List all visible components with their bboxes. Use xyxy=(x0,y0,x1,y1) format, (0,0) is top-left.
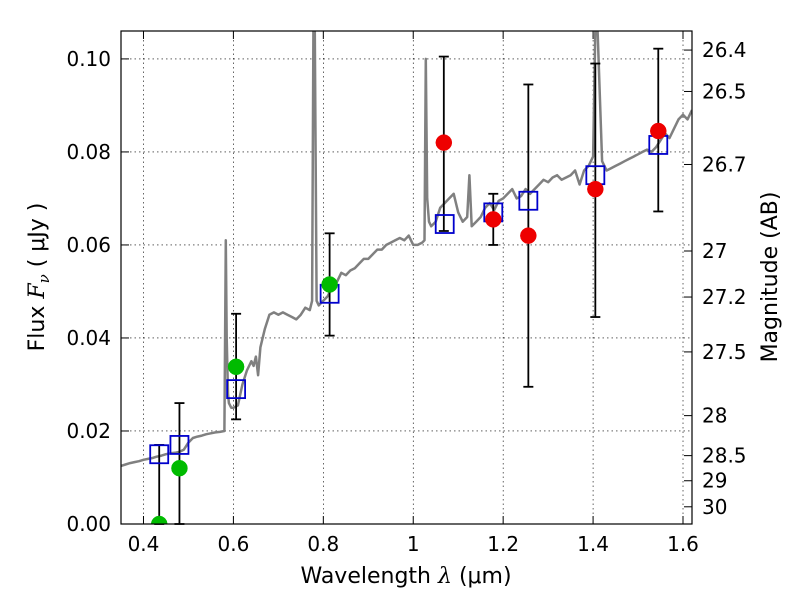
y-tick-label: 0.00 xyxy=(66,512,111,536)
y2-tick-label: 26.5 xyxy=(702,79,747,103)
x-tick-label: 1.6 xyxy=(667,532,699,556)
plot-frame xyxy=(120,30,693,525)
observed-point xyxy=(587,180,604,198)
y2-tick-label: 26.7 xyxy=(702,152,747,176)
model-photometry-square xyxy=(226,379,246,400)
model-photometry-square xyxy=(169,435,190,455)
y-tick-label: 0.02 xyxy=(66,419,111,443)
observed-point xyxy=(520,227,537,244)
x-axis-label: Wavelength λ (μm) xyxy=(300,564,511,589)
y2-tick-label: 27.2 xyxy=(702,285,747,309)
y-tick-label: 0.06 xyxy=(66,233,111,257)
model-spectrum-line xyxy=(121,31,692,468)
observed-point xyxy=(150,515,168,524)
y-tick-label: 0.10 xyxy=(66,47,111,71)
model-photometry-square xyxy=(149,444,170,465)
y-axis-label: Flux Fν ( μJy ) xyxy=(25,203,53,352)
model-photometry-square xyxy=(518,190,539,211)
x-tick-label: 0.6 xyxy=(217,532,249,556)
y2-tick-label: 29 xyxy=(702,469,727,493)
x-tick-label: 1.2 xyxy=(487,532,519,556)
x-tick-label: 0.8 xyxy=(307,532,339,556)
observed-point xyxy=(227,358,245,376)
x-tick-label: 0.4 xyxy=(128,532,160,556)
model-photometry-square xyxy=(434,214,455,234)
observed-point xyxy=(485,211,502,228)
observed-point xyxy=(171,459,188,477)
error-bars xyxy=(154,47,664,525)
y2-tick-label: 28 xyxy=(702,404,727,428)
y-tick-label: 0.04 xyxy=(66,326,111,350)
y-tick-label: 0.08 xyxy=(66,140,111,164)
x-tick-label: 1 xyxy=(407,532,420,556)
model-spectrum xyxy=(121,31,692,468)
observed-point xyxy=(435,134,453,151)
y2-tick-label: 30 xyxy=(702,495,727,519)
axis-ticks: 0.4 0.6 0.8 1 1.2 1.4 1.6 0.00 0.02 0.04 0.06 0.08 0… xyxy=(66,31,747,556)
observed-point xyxy=(650,122,667,140)
y2-tick-label: 27 xyxy=(702,239,727,263)
y2-axis-label: Magnitude (AB) xyxy=(758,192,783,363)
observed-markers xyxy=(150,122,667,524)
observed-point xyxy=(321,276,338,293)
y2-tick-label: 26.4 xyxy=(702,38,747,62)
x-tick-label: 1.4 xyxy=(577,532,609,556)
grid xyxy=(121,31,692,525)
y2-tick-label: 27.5 xyxy=(702,340,747,364)
y2-tick-label: 28.5 xyxy=(702,444,747,468)
